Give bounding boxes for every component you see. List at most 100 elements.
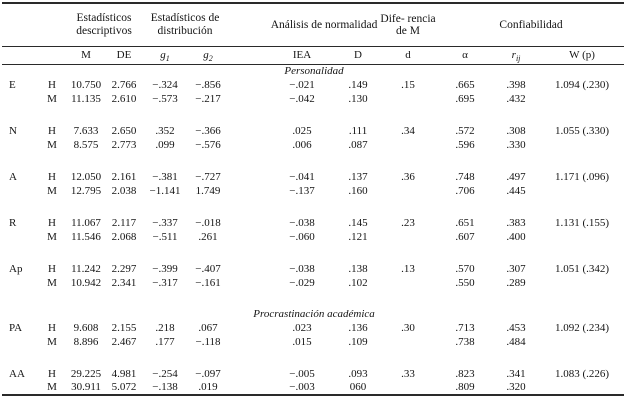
value-cell: .330 [506,138,526,151]
sex-label: H [48,262,56,275]
sex-label: M [47,276,57,289]
value-cell: .136 [348,321,368,334]
col-d-kolmogorov: D [336,46,381,65]
value-cell: .111 [348,124,368,137]
spacer-cell [2,152,624,170]
variable-label: AA [9,367,25,380]
value-cell: .706 [455,184,475,197]
value-cell: −.003 [289,381,315,393]
data-row: M 30.911 5.072 −.138 .019 −.003 060 .809 .320 [2,381,624,395]
spacer-row [2,198,624,216]
variable-label [2,381,38,395]
value-cell: .138 [348,262,368,275]
value-cell: .34 [401,124,415,137]
data-row: M 11.135 2.610 −.573 −.217 −.042 .130 .695 .432 [2,92,624,106]
value-cell: 12.050 [70,170,102,183]
col-iea: IEA [228,46,337,65]
value-cell: .160 [348,184,368,197]
value-cell: .497 [506,170,526,183]
section-row: Personalidad [2,65,624,79]
data-row: M 8.575 2.773 .099 −.576 .006 .087 .596 .330 [2,138,624,152]
spacer-cell [2,349,624,367]
value-cell: .445 [506,184,526,197]
variable-label [2,230,38,244]
value-cell: .570 [455,262,475,275]
value-cell: .019 [198,381,218,393]
value-cell: .33 [401,367,415,380]
group-estadisticos-descriptivos: Estadísticos descriptivos [76,12,132,37]
value-cell [538,381,624,395]
value-cell: 1.092 (.234) [555,321,610,334]
value-cell: .695 [455,92,475,105]
value-cell: .607 [455,230,475,243]
value-cell: .713 [455,321,475,334]
data-row: A H 12.050 2.161 −.381 −.727 −.041 .137 .36 .748.… [2,170,624,184]
value-cell: .023 [292,321,312,334]
value-cell: 8.896 [73,335,99,348]
value-cell: .121 [348,230,368,243]
value-cell: .087 [348,138,368,151]
sex-label: H [48,78,56,91]
sex-label: M [47,230,57,243]
sex-label: M [47,92,57,105]
value-cell [380,230,436,244]
value-cell: .738 [455,335,475,348]
col-g2: g2 [188,46,229,65]
value-cell: 2.773 [111,138,137,151]
value-cell: −.138 [152,381,178,393]
data-row: R H 11.067 2.117 −.337 −.018 −.038 .145 .23 .651.… [2,216,624,230]
value-cell: .809 [455,381,475,393]
data-row: M 10.942 2.341 −.317 −.161 −.029 .102 .550 .289 [2,276,624,290]
value-cell: −.856 [195,78,221,91]
value-cell: .308 [506,124,526,137]
value-cell [380,335,436,349]
value-cell: −.366 [195,124,221,137]
value-cell: .572 [455,124,475,137]
col-w-p: W (p) [538,46,624,65]
value-cell: −.118 [195,335,221,348]
value-cell: −.217 [195,92,221,105]
value-cell [380,381,436,395]
value-cell: 10.750 [70,78,102,91]
value-cell: −.324 [152,78,178,91]
value-cell: .651 [455,216,475,229]
data-row: M 12.795 2.038 −1.141 1.749 −.137 .160 .706 .445 [2,184,624,198]
value-cell: .400 [506,230,526,243]
value-cell: −.137 [289,184,315,197]
column-header-row: M DE g1 g2 IEA D d α rij W (p) [2,46,624,65]
col-alpha: α [436,46,495,65]
value-cell: 10.942 [70,276,102,289]
value-cell: −.042 [289,92,315,105]
value-cell: .23 [401,216,415,229]
value-cell: −.399 [152,262,178,275]
variable-label: R [9,216,17,229]
spacer-cell [2,290,624,308]
variable-label: PA [9,321,23,334]
value-cell: −.381 [152,170,178,183]
value-cell: 9.608 [73,321,99,334]
value-cell: 2.610 [111,92,137,105]
value-cell: .320 [506,381,526,393]
value-cell: 11.067 [71,216,101,229]
group-estadisticos-distribucion: Estadísticos de distribución [150,12,220,37]
col-sexo [38,46,66,65]
value-cell [538,138,624,152]
value-cell: 5.072 [111,381,137,393]
value-cell: −.041 [289,170,315,183]
value-cell: .177 [155,335,175,348]
variable-label [2,184,38,198]
value-cell: 2.766 [111,78,137,91]
value-cell: .067 [198,321,218,334]
value-cell: .145 [348,216,368,229]
col-d-cohen: d [380,46,437,65]
value-cell: 30.911 [71,381,101,393]
variable-label: A [9,170,17,183]
data-row: E H 10.750 2.766 −.324 −.856 −.021 .149 .15 .665.… [2,78,624,92]
sex-label: H [48,124,56,137]
value-cell [380,276,436,290]
value-cell: 2.341 [111,276,137,289]
section-row: Procrastinación académica [2,308,624,321]
value-cell: .307 [506,262,526,275]
value-cell: .13 [401,262,415,275]
value-cell: 2.161 [111,170,137,183]
